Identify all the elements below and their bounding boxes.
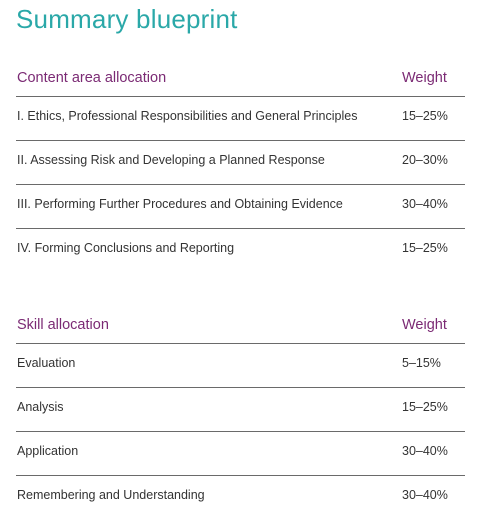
row-label: Evaluation: [17, 356, 76, 370]
row-weight: 30–40%: [402, 197, 448, 211]
row-label: I. Ethics, Professional Responsibilities…: [17, 109, 358, 123]
table-header: Content area allocation Weight: [16, 62, 465, 97]
table-row: Remembering and Understanding 30–40%: [16, 476, 465, 519]
row-weight: 30–40%: [402, 488, 448, 502]
row-label: II. Assessing Risk and Developing a Plan…: [17, 153, 325, 167]
content-area-table: Content area allocation Weight I. Ethics…: [16, 62, 465, 272]
row-weight: 15–25%: [402, 400, 448, 414]
row-label: Application: [17, 444, 79, 458]
table-row: III. Performing Further Procedures and O…: [16, 185, 465, 229]
skill-allocation-table: Skill allocation Weight Evaluation 5–15%…: [16, 309, 465, 519]
row-label: Remembering and Understanding: [17, 488, 205, 502]
row-weight: 15–25%: [402, 109, 448, 123]
row-label: IV. Forming Conclusions and Reporting: [17, 241, 235, 255]
table-row: Evaluation 5–15%: [16, 344, 465, 388]
row-weight: 20–30%: [402, 153, 448, 167]
table-row: I. Ethics, Professional Responsibilities…: [16, 97, 465, 141]
table-row: Application 30–40%: [16, 432, 465, 476]
table-row: Analysis 15–25%: [16, 388, 465, 432]
row-label: Analysis: [17, 400, 64, 414]
column-header-skill: Skill allocation: [17, 317, 109, 333]
row-weight: 30–40%: [402, 444, 448, 458]
column-header-weight: Weight: [402, 70, 447, 86]
table-row: II. Assessing Risk and Developing a Plan…: [16, 141, 465, 185]
page-title: Summary blueprint: [16, 4, 238, 34]
row-label: III. Performing Further Procedures and O…: [17, 197, 343, 211]
table-header: Skill allocation Weight: [16, 309, 465, 344]
table-row: IV. Forming Conclusions and Reporting 15…: [16, 229, 465, 272]
row-weight: 5–15%: [402, 356, 441, 370]
column-header-content-area: Content area allocation: [17, 70, 167, 86]
column-header-weight: Weight: [402, 317, 447, 333]
row-weight: 15–25%: [402, 241, 448, 255]
